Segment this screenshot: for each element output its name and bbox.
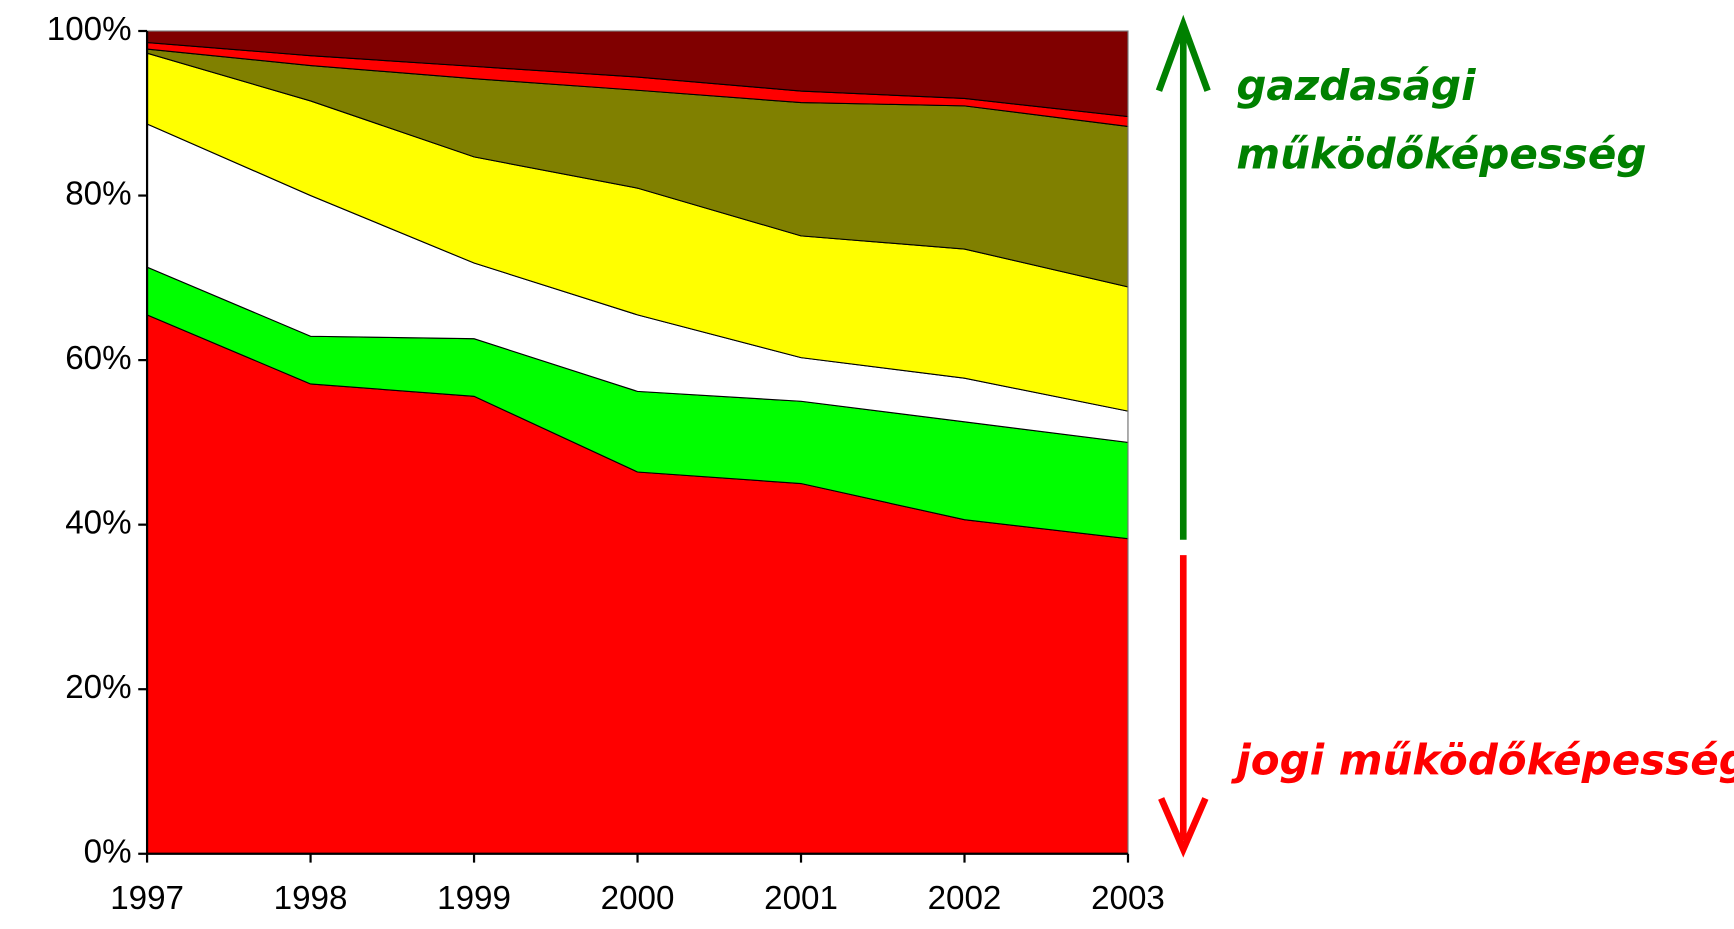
y-tick-label: 40%	[65, 504, 131, 541]
y-tick-label: 0%	[84, 834, 132, 871]
arrows	[1155, 14, 1211, 858]
annotation: jogi működőképesség	[1230, 736, 1734, 785]
x-tick-label: 2003	[1091, 880, 1165, 917]
annotation: gazdasági	[1236, 61, 1476, 110]
annotation: működőképesség	[1236, 130, 1646, 179]
x-tick-label: 1998	[274, 880, 348, 917]
down-arrow-head	[1158, 797, 1209, 858]
x-tick-label: 2000	[601, 880, 675, 917]
y-tick-label: 80%	[65, 175, 131, 212]
y-tick-label: 100%	[47, 11, 132, 48]
x-tick-label: 1997	[110, 880, 184, 917]
x-tick-label: 1999	[437, 880, 511, 917]
y-tick-label: 60%	[65, 340, 131, 377]
x-tick-label: 2001	[764, 880, 838, 917]
up-arrow-head	[1155, 14, 1211, 92]
x-tick-label: 2002	[928, 880, 1002, 917]
y-tick-label: 20%	[65, 669, 131, 706]
